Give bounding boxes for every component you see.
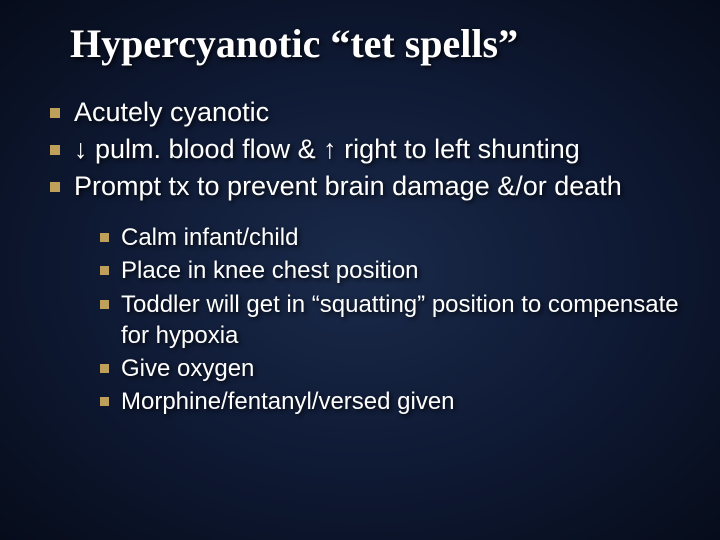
list-item: Acutely cyanotic	[50, 95, 680, 130]
square-bullet-icon	[50, 145, 60, 155]
sub-bullet-list: Calm infant/child Place in knee chest po…	[100, 222, 680, 417]
square-bullet-icon	[100, 266, 109, 275]
square-bullet-icon	[50, 108, 60, 118]
list-item-text: Toddler will get in “squatting” position…	[121, 289, 680, 351]
list-item-text: Give oxygen	[121, 353, 680, 384]
list-item-text: Calm infant/child	[121, 222, 680, 253]
list-item-text: ↓ pulm. blood flow & ↑ right to left shu…	[74, 132, 680, 167]
list-item-text: Morphine/fentanyl/versed given	[121, 386, 680, 417]
list-item: ↓ pulm. blood flow & ↑ right to left shu…	[50, 132, 680, 167]
list-item: Give oxygen	[100, 353, 680, 384]
list-item-text: Prompt tx to prevent brain damage &/or d…	[74, 169, 680, 204]
list-item: Toddler will get in “squatting” position…	[100, 289, 680, 351]
list-item: Place in knee chest position	[100, 255, 680, 286]
square-bullet-icon	[50, 182, 60, 192]
list-item-text: Acutely cyanotic	[74, 95, 680, 130]
list-item: Calm infant/child	[100, 222, 680, 253]
slide-title: Hypercyanotic “tet spells”	[70, 20, 680, 67]
list-item-text: Place in knee chest position	[121, 255, 680, 286]
list-item: Prompt tx to prevent brain damage &/or d…	[50, 169, 680, 204]
main-bullet-list: Acutely cyanotic ↓ pulm. blood flow & ↑ …	[50, 95, 680, 204]
square-bullet-icon	[100, 397, 109, 406]
square-bullet-icon	[100, 364, 109, 373]
square-bullet-icon	[100, 300, 109, 309]
list-item: Morphine/fentanyl/versed given	[100, 386, 680, 417]
square-bullet-icon	[100, 233, 109, 242]
